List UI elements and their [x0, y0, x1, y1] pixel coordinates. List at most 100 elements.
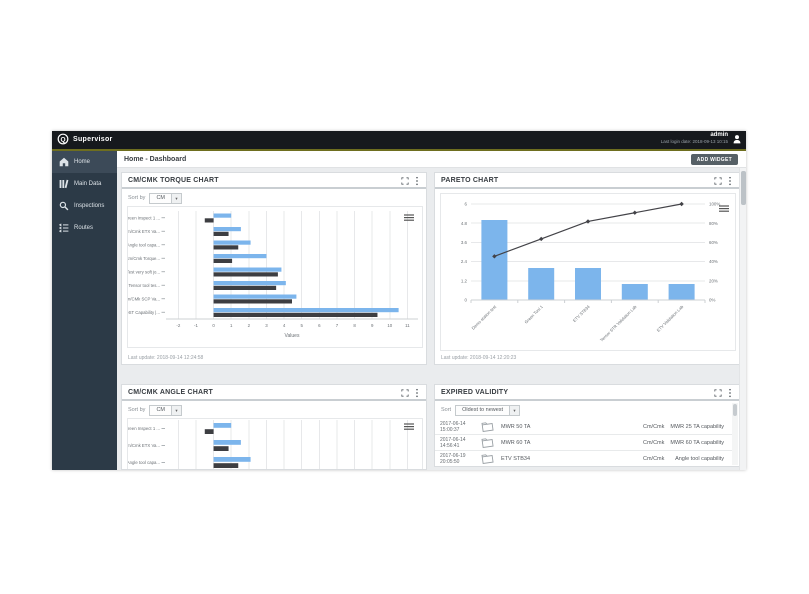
- expired-validity-row[interactable]: 2017-06-14 14:56:41 MWR 60 TA Cm/Cmk MWR 60 …: [435, 435, 732, 451]
- brand-name: Supervisor: [73, 135, 113, 143]
- svg-text:7: 7: [336, 323, 339, 328]
- row-capability-type: Cm/Cmk: [643, 424, 665, 430]
- svg-text:4.8: 4.8: [461, 221, 468, 226]
- row-tool-name: MWR 60 TA: [501, 440, 531, 446]
- svg-text:0: 0: [212, 323, 215, 328]
- expired-validity-row[interactable]: 2017-06-19 20:05:50 ETV STB34 Cm/Cmk Angle t…: [435, 451, 732, 465]
- svg-text:100%: 100%: [709, 202, 720, 207]
- panel-header: EXPIRED VALIDITY: [435, 385, 739, 401]
- last-update-text: Last update: 2018-09-14 12:20:23: [441, 355, 517, 361]
- sidebar-item-routes[interactable]: Routes: [52, 217, 117, 239]
- sidebar-item-home[interactable]: Home: [52, 151, 117, 173]
- sidebar-item-inspections[interactable]: Inspections: [52, 195, 117, 217]
- add-widget-button[interactable]: ADD WIDGET: [690, 154, 738, 165]
- expand-icon[interactable]: [714, 177, 722, 185]
- sort-label: Sort by: [128, 195, 146, 201]
- kebab-menu-icon[interactable]: [415, 176, 419, 186]
- pareto-line-marker: [679, 201, 684, 207]
- bar-Cmk: [213, 312, 378, 317]
- pareto-bar: [528, 268, 555, 300]
- sort-row: Sort by CM ▾: [128, 192, 182, 204]
- chart-menu-icon[interactable]: [719, 205, 729, 212]
- svg-text:3: 3: [265, 323, 268, 328]
- pareto-line-marker: [585, 219, 591, 224]
- angle-chart: Green Inspect 1 ... Cm/Cmk ETX Va... Angle…: [124, 418, 423, 469]
- sort-dropdown[interactable]: CM ▾: [149, 192, 182, 204]
- brand: Q Supervisor: [57, 133, 113, 145]
- svg-text:5: 5: [300, 323, 303, 328]
- svg-text:Cm/CMk SCP Va...: Cm/CMk SCP Va...: [128, 296, 160, 301]
- panel-title: PARETO CHART: [441, 177, 499, 184]
- chevron-down-icon: ▾: [171, 193, 181, 203]
- svg-text:Green Inspect 1 ...: Green Inspect 1 ...: [128, 215, 160, 220]
- panel-scrollbar[interactable]: [732, 403, 738, 465]
- row-capability-name: Angle tool capability: [675, 456, 724, 462]
- sort-dropdown[interactable]: Oldest to newest ▾: [455, 404, 521, 416]
- user-text: admin Last login date: 2018-09-13 10:15: [661, 132, 728, 145]
- bar-Cm: [213, 227, 241, 232]
- expired-validity-row[interactable]: 2017-06-14 15:00:37 MWR 50 TA Cm/Cmk MWR 25 …: [435, 419, 732, 435]
- kebab-menu-icon[interactable]: [728, 176, 732, 186]
- app-window: Q Supervisor admin Last login date: 2018…: [52, 131, 746, 470]
- svg-text:3.6: 3.6: [461, 240, 468, 245]
- pareto-line-marker: [492, 254, 497, 259]
- bar-Cmk: [213, 258, 233, 263]
- bar-Cmk: [213, 299, 292, 304]
- svg-text:0: 0: [465, 298, 468, 303]
- svg-text:ETV Validation Lab: ETV Validation Lab: [656, 304, 685, 333]
- bar-Cm: [213, 240, 251, 245]
- last-login-date: Last login date: 2018-09-13 10:15: [660, 139, 728, 144]
- page-scrollbar-thumb[interactable]: [741, 171, 746, 205]
- sidebar-item-label: Routes: [74, 225, 94, 231]
- pareto-cumulative-line: [494, 203, 682, 257]
- svg-text:2: 2: [248, 323, 251, 328]
- svg-text:80%: 80%: [709, 221, 718, 226]
- expand-icon[interactable]: [401, 177, 409, 185]
- panel-torque-chart: CM/CMK TORQUE CHART Sort by CM ▾: [121, 172, 427, 365]
- row-capability-name: MWR 25 TA capability: [670, 424, 724, 430]
- row-capability-type: Cm/Cmk: [643, 456, 665, 462]
- sort-dropdown[interactable]: CM ▾: [149, 404, 182, 416]
- row-tool-name: ETV STB34: [501, 456, 531, 462]
- svg-text:Values: Values: [285, 333, 300, 339]
- bar-Cmk: [213, 463, 239, 468]
- chart-menu-icon[interactable]: [404, 423, 414, 430]
- kebab-menu-icon[interactable]: [415, 388, 419, 398]
- svg-text:QST Capability |...: QST Capability |...: [128, 310, 160, 315]
- username: admin: [710, 132, 728, 138]
- bar-Cmk: [213, 285, 277, 290]
- svg-text:Cm/Cmk Torque...: Cm/Cmk Torque...: [128, 256, 160, 261]
- svg-text:-1: -1: [194, 323, 198, 328]
- svg-text:0%: 0%: [709, 298, 715, 303]
- panel-expired-validity: EXPIRED VALIDITY Sort Oldest to newest ▾: [434, 384, 740, 467]
- svg-text:4: 4: [283, 323, 286, 328]
- svg-text:1.2: 1.2: [461, 278, 468, 283]
- svg-text:Cm/Cmk ETX Va...: Cm/Cmk ETX Va...: [128, 229, 160, 234]
- svg-text:Q: Q: [60, 136, 65, 143]
- panel-scrollbar-thumb[interactable]: [733, 404, 737, 416]
- breadcrumb-bar: Home - Dashboard ADD WIDGET: [117, 151, 746, 168]
- sidebar-item-label: Main Data: [74, 181, 102, 187]
- kebab-menu-icon[interactable]: [728, 388, 732, 398]
- sort-dropdown-value: Oldest to newest: [462, 406, 504, 413]
- pareto-chart-svg: 0 0% 1.2 20% 2.4 40% 3.6 60% 4.8 80% 6 100% Demo sta…: [461, 201, 729, 343]
- row-datetime: 2017-06-19 20:05:50: [440, 453, 466, 465]
- torque-chart: Green Inspect 1 ... Cm/Cmk ETX Va... Angle…: [124, 206, 423, 348]
- row-datetime: 2017-06-14 15:00:37: [440, 421, 466, 433]
- magnifier-icon: [59, 201, 69, 211]
- svg-text:Cm/Cmk ETX Va...: Cm/Cmk ETX Va...: [128, 443, 160, 448]
- expand-icon[interactable]: [401, 389, 409, 397]
- bar-Cm: [213, 457, 251, 462]
- panel-header: CM/CMK ANGLE CHART: [122, 385, 426, 401]
- user-menu[interactable]: admin Last login date: 2018-09-13 10:15: [661, 132, 742, 145]
- breadcrumb: Home - Dashboard: [124, 156, 187, 163]
- page-scrollbar[interactable]: [739, 168, 746, 470]
- expand-icon[interactable]: [714, 389, 722, 397]
- bar-Cmk: [213, 245, 239, 250]
- chevron-down-icon: ▾: [509, 405, 520, 415]
- sidebar-item-main-data[interactable]: Main Data: [52, 173, 117, 195]
- user-icon: [733, 134, 741, 143]
- chart-menu-icon[interactable]: [404, 214, 414, 221]
- home-icon: [59, 157, 69, 167]
